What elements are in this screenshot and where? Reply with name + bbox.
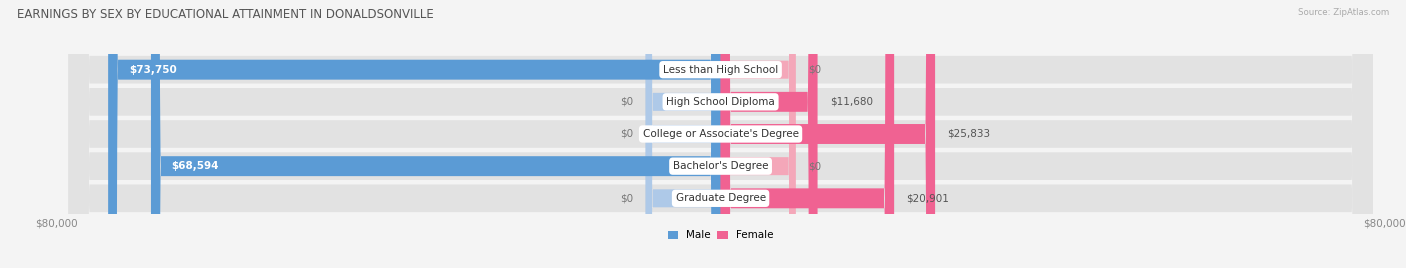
- Text: $0: $0: [620, 97, 633, 107]
- FancyBboxPatch shape: [69, 0, 1372, 268]
- Legend: Male, Female: Male, Female: [664, 226, 778, 245]
- Text: High School Diploma: High School Diploma: [666, 97, 775, 107]
- Text: Bachelor's Degree: Bachelor's Degree: [673, 161, 768, 171]
- FancyBboxPatch shape: [645, 0, 721, 268]
- FancyBboxPatch shape: [721, 0, 935, 268]
- Text: $68,594: $68,594: [172, 161, 219, 171]
- Text: $0: $0: [620, 193, 633, 203]
- Text: $20,901: $20,901: [907, 193, 949, 203]
- FancyBboxPatch shape: [721, 0, 894, 268]
- FancyBboxPatch shape: [69, 0, 1372, 268]
- FancyBboxPatch shape: [645, 0, 721, 268]
- FancyBboxPatch shape: [721, 0, 796, 268]
- FancyBboxPatch shape: [721, 0, 817, 268]
- FancyBboxPatch shape: [69, 0, 1372, 268]
- FancyBboxPatch shape: [69, 0, 1372, 268]
- FancyBboxPatch shape: [721, 0, 796, 268]
- Text: EARNINGS BY SEX BY EDUCATIONAL ATTAINMENT IN DONALDSONVILLE: EARNINGS BY SEX BY EDUCATIONAL ATTAINMEN…: [17, 8, 433, 21]
- FancyBboxPatch shape: [108, 0, 721, 268]
- Text: Source: ZipAtlas.com: Source: ZipAtlas.com: [1298, 8, 1389, 17]
- Text: $73,750: $73,750: [129, 65, 177, 75]
- Text: $0: $0: [808, 161, 821, 171]
- FancyBboxPatch shape: [69, 0, 1372, 268]
- Text: $11,680: $11,680: [830, 97, 873, 107]
- Text: $0: $0: [620, 129, 633, 139]
- Text: Less than High School: Less than High School: [664, 65, 778, 75]
- FancyBboxPatch shape: [721, 0, 796, 268]
- Text: $0: $0: [808, 65, 821, 75]
- FancyBboxPatch shape: [721, 0, 796, 268]
- FancyBboxPatch shape: [645, 0, 721, 268]
- Text: Graduate Degree: Graduate Degree: [675, 193, 766, 203]
- FancyBboxPatch shape: [645, 0, 721, 268]
- Text: $25,833: $25,833: [948, 129, 991, 139]
- Text: College or Associate's Degree: College or Associate's Degree: [643, 129, 799, 139]
- FancyBboxPatch shape: [721, 0, 796, 268]
- FancyBboxPatch shape: [645, 0, 721, 268]
- FancyBboxPatch shape: [150, 0, 721, 268]
